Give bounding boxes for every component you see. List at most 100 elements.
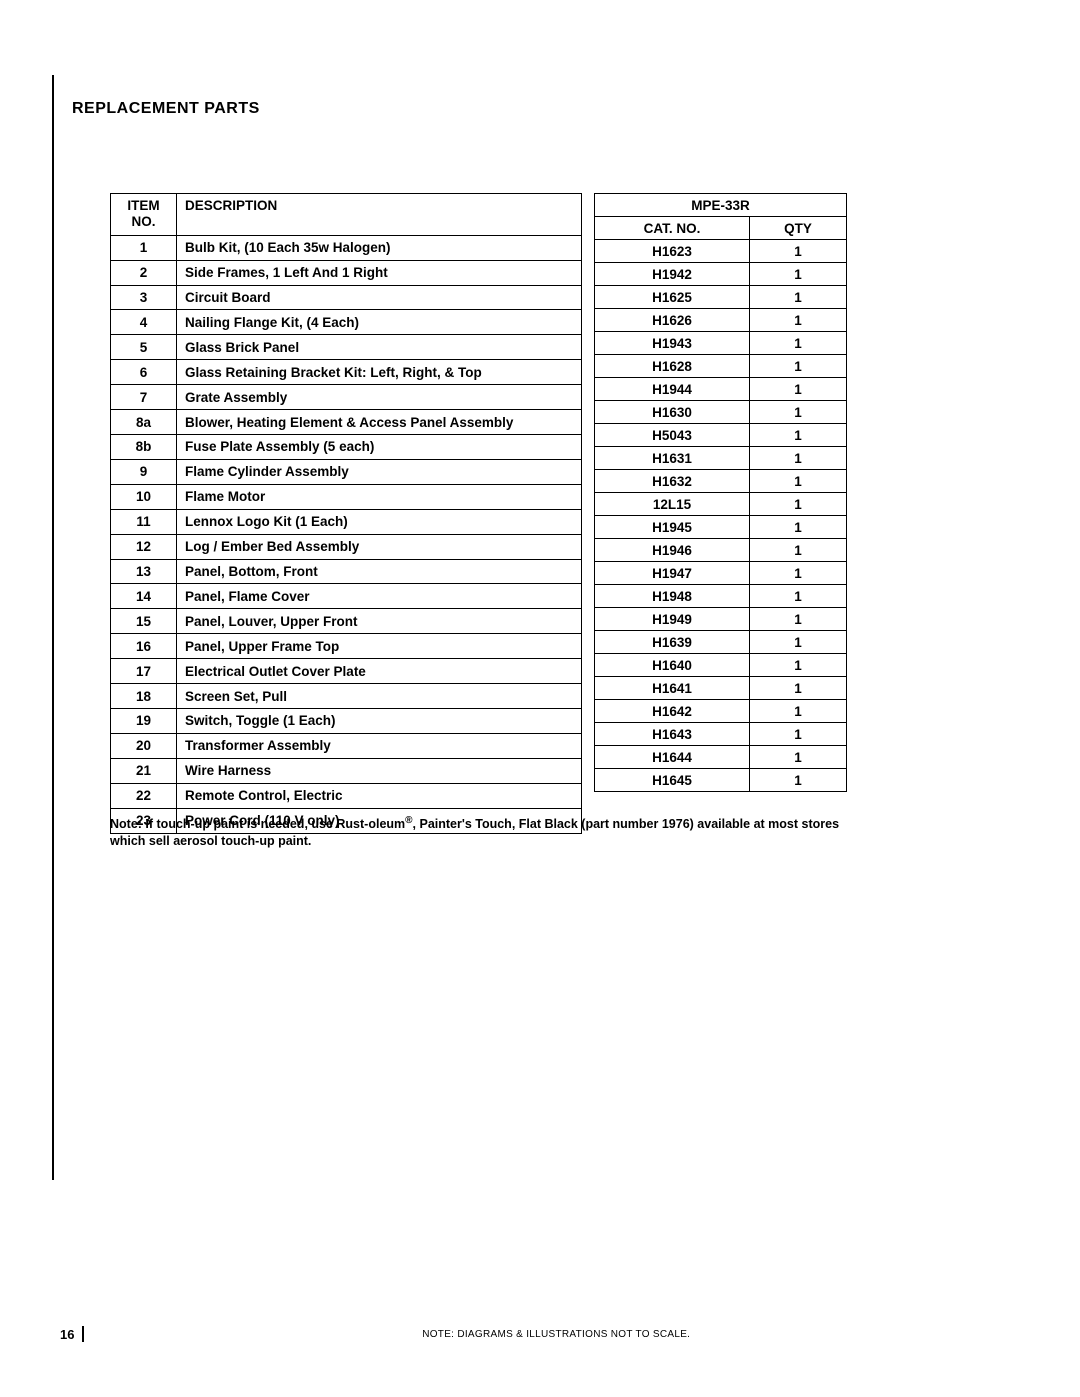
cell-item-no: 7 — [111, 385, 177, 410]
table-row: H16251 — [595, 286, 847, 309]
cell-item-no: 1 — [111, 235, 177, 260]
cell-qty: 1 — [750, 355, 847, 378]
table-row: H16421 — [595, 700, 847, 723]
cell-description: Blower, Heating Element & Access Panel A… — [177, 410, 582, 435]
cell-description: Side Frames, 1 Left And 1 Right — [177, 260, 582, 285]
table-row: H19421 — [595, 263, 847, 286]
cell-description: Panel, Louver, Upper Front — [177, 609, 582, 634]
table-row: 18Screen Set, Pull — [111, 684, 582, 709]
table-row: 8bFuse Plate Assembly (5 each) — [111, 435, 582, 460]
parts-table-main: ITEM NO. DESCRIPTION 1Bulb Kit, (10 Each… — [110, 193, 582, 834]
cell-cat-no: H1639 — [595, 631, 750, 654]
table-row: 11Lennox Logo Kit (1 Each) — [111, 509, 582, 534]
cell-qty: 1 — [750, 769, 847, 792]
cell-description: Lennox Logo Kit (1 Each) — [177, 509, 582, 534]
cell-cat-no: H1642 — [595, 700, 750, 723]
cell-qty: 1 — [750, 401, 847, 424]
touchup-note: Note: If touch-up paint is needed, use R… — [110, 814, 860, 850]
parts-tables: ITEM NO. DESCRIPTION 1Bulb Kit, (10 Each… — [110, 193, 1020, 792]
cell-qty: 1 — [750, 493, 847, 516]
col-header-cat-no: CAT. NO. — [595, 217, 750, 240]
cell-qty: 1 — [750, 608, 847, 631]
cell-item-no: 9 — [111, 459, 177, 484]
no-label: NO. — [131, 214, 155, 229]
table-row: 4Nailing Flange Kit, (4 Each) — [111, 310, 582, 335]
cell-cat-no: H1631 — [595, 447, 750, 470]
table-row: 13Panel, Bottom, Front — [111, 559, 582, 584]
table-row: H16431 — [595, 723, 847, 746]
cell-description: Screen Set, Pull — [177, 684, 582, 709]
cell-description: Log / Ember Bed Assembly — [177, 534, 582, 559]
col-header-model: MPE-33R — [595, 194, 847, 217]
cell-cat-no: H1626 — [595, 309, 750, 332]
table-row: 12Log / Ember Bed Assembly — [111, 534, 582, 559]
cell-description: Wire Harness — [177, 758, 582, 783]
cell-description: Bulb Kit, (10 Each 35w Halogen) — [177, 235, 582, 260]
table-row: H19431 — [595, 332, 847, 355]
registered-symbol: ® — [405, 815, 412, 826]
cell-item-no: 14 — [111, 584, 177, 609]
cell-cat-no: H1942 — [595, 263, 750, 286]
table-row: H16451 — [595, 769, 847, 792]
table-row: H19441 — [595, 378, 847, 401]
cell-item-no: 12 — [111, 534, 177, 559]
cell-description: Fuse Plate Assembly (5 each) — [177, 435, 582, 460]
cell-cat-no: H1632 — [595, 470, 750, 493]
cell-qty: 1 — [750, 516, 847, 539]
page-footer: 16 NOTE: DIAGRAMS & ILLUSTRATIONS NOT TO… — [60, 1326, 1020, 1342]
cell-cat-no: H1949 — [595, 608, 750, 631]
table-row: H16391 — [595, 631, 847, 654]
cell-description: Panel, Bottom, Front — [177, 559, 582, 584]
cell-item-no: 16 — [111, 634, 177, 659]
cell-description: Grate Assembly — [177, 385, 582, 410]
cell-description: Panel, Flame Cover — [177, 584, 582, 609]
table-row: H16261 — [595, 309, 847, 332]
cell-item-no: 15 — [111, 609, 177, 634]
cell-item-no: 18 — [111, 684, 177, 709]
cell-qty: 1 — [750, 539, 847, 562]
col-header-item-no: ITEM NO. — [111, 194, 177, 236]
table-row: H19451 — [595, 516, 847, 539]
cell-qty: 1 — [750, 562, 847, 585]
table-row: H19481 — [595, 585, 847, 608]
cell-qty: 1 — [750, 585, 847, 608]
cell-description: Circuit Board — [177, 285, 582, 310]
cell-qty: 1 — [750, 723, 847, 746]
table-row: H19461 — [595, 539, 847, 562]
table-row: 1Bulb Kit, (10 Each 35w Halogen) — [111, 235, 582, 260]
table-row: H16321 — [595, 470, 847, 493]
table-row: 3Circuit Board — [111, 285, 582, 310]
cell-cat-no: H1640 — [595, 654, 750, 677]
table-row: H16281 — [595, 355, 847, 378]
cell-cat-no: H1644 — [595, 746, 750, 769]
cell-description: Glass Retaining Bracket Kit: Left, Right… — [177, 360, 582, 385]
cell-cat-no: H1946 — [595, 539, 750, 562]
table-row: 10Flame Motor — [111, 484, 582, 509]
cell-qty: 1 — [750, 677, 847, 700]
col-header-qty: QTY — [750, 217, 847, 240]
table-row: H16441 — [595, 746, 847, 769]
cell-item-no: 8a — [111, 410, 177, 435]
col-header-description: DESCRIPTION — [177, 194, 582, 236]
table-row: 17Electrical Outlet Cover Plate — [111, 659, 582, 684]
table-row: 5Glass Brick Panel — [111, 335, 582, 360]
table-row: 12L151 — [595, 493, 847, 516]
cell-qty: 1 — [750, 286, 847, 309]
table-row: H19471 — [595, 562, 847, 585]
table-row: 6Glass Retaining Bracket Kit: Left, Righ… — [111, 360, 582, 385]
cell-cat-no: H1630 — [595, 401, 750, 424]
cell-cat-no: H1641 — [595, 677, 750, 700]
cell-cat-no: H1645 — [595, 769, 750, 792]
cell-qty: 1 — [750, 240, 847, 263]
cell-cat-no: H5043 — [595, 424, 750, 447]
cell-item-no: 21 — [111, 758, 177, 783]
cell-cat-no: H1944 — [595, 378, 750, 401]
table-row: 21Wire Harness — [111, 758, 582, 783]
cell-description: Remote Control, Electric — [177, 783, 582, 808]
page-number: 16 — [60, 1327, 74, 1342]
cell-cat-no: H1625 — [595, 286, 750, 309]
cell-description: Flame Motor — [177, 484, 582, 509]
note-prefix: Note: If touch-up paint is needed, use R… — [110, 817, 405, 831]
cell-qty: 1 — [750, 332, 847, 355]
cell-description: Nailing Flange Kit, (4 Each) — [177, 310, 582, 335]
